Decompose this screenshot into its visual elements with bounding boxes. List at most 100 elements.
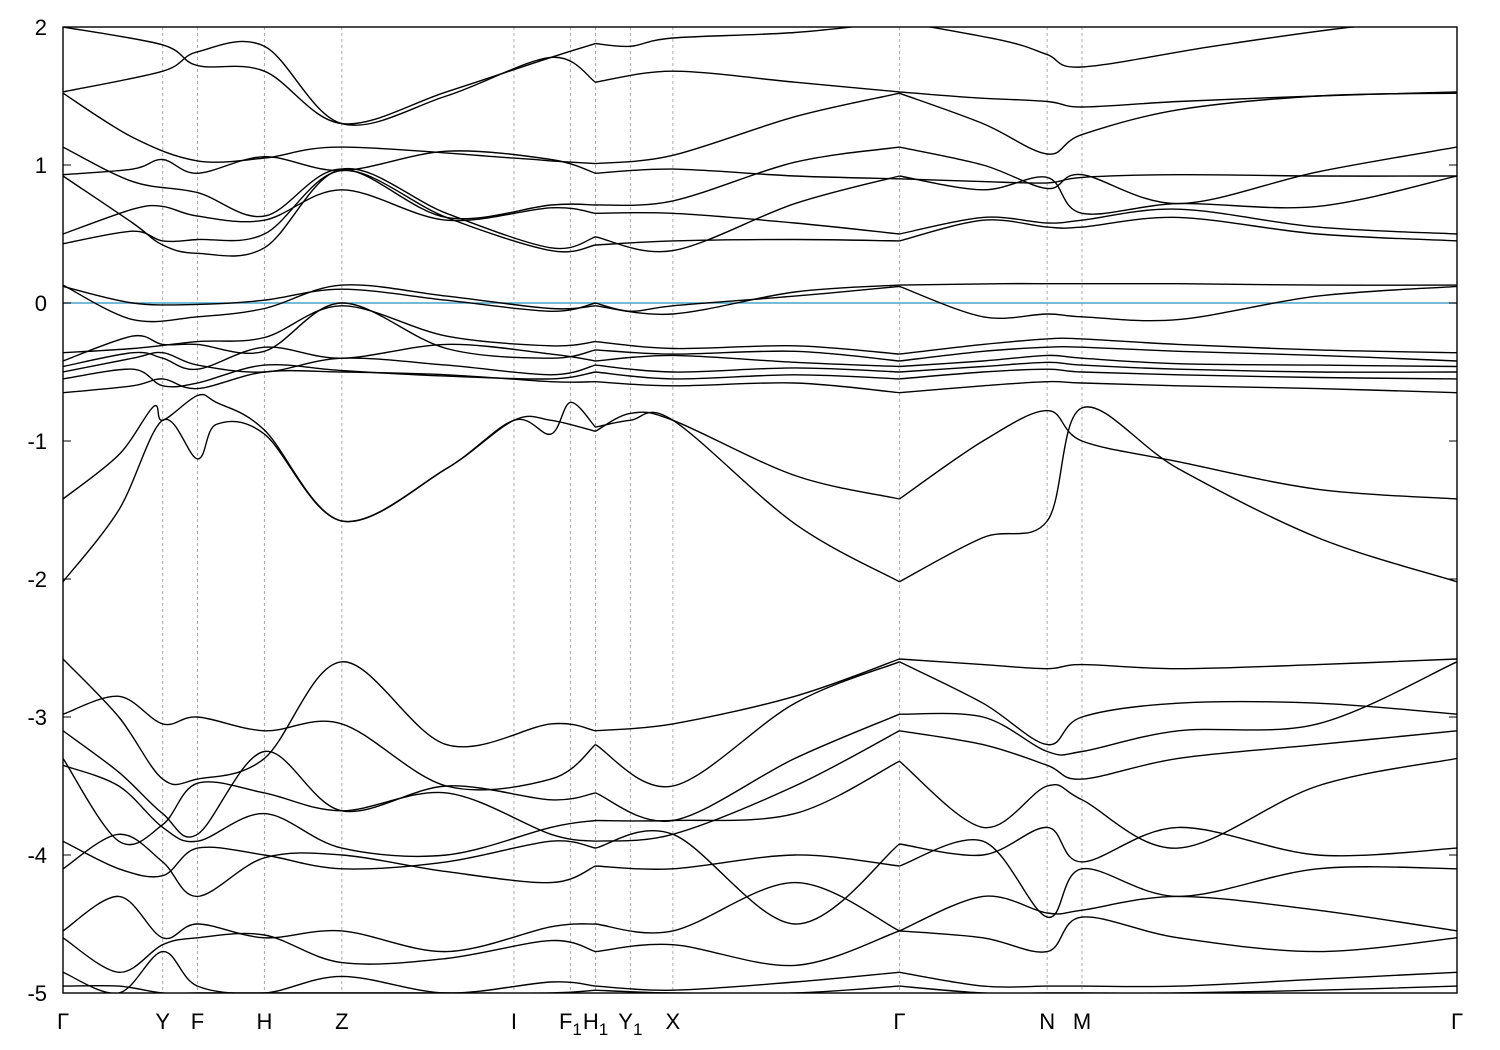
band-line-19 <box>595 658 900 732</box>
band-line-8 <box>899 175 1457 215</box>
y-tick-label: -4 <box>27 843 47 868</box>
x-tick-label: X <box>666 1009 681 1034</box>
band-line-25 <box>63 833 596 898</box>
y-tick-label: 1 <box>35 153 47 178</box>
y-axis-ticks: -5 -4 -3 -2 -1 0 1 2 <box>27 15 1457 1006</box>
band-line-12 <box>63 302 596 362</box>
band-line-9 <box>595 284 900 316</box>
y-tick-label: -3 <box>27 705 47 730</box>
band-line-20 <box>595 661 900 788</box>
band-line-1 <box>595 70 900 93</box>
band-line-26 <box>63 895 596 953</box>
x-tick-label: Y1 <box>618 1009 642 1039</box>
band-line-27 <box>63 932 596 974</box>
band-line-16 <box>899 380 1457 394</box>
band-line-12 <box>899 345 1457 362</box>
band-line-18 <box>595 411 900 583</box>
x-tick-label: F <box>191 1009 204 1034</box>
band-line-3 <box>899 92 1457 155</box>
band-line-10 <box>63 285 596 313</box>
band-line-4 <box>595 146 900 207</box>
band-line-15 <box>63 363 596 388</box>
band-line-3 <box>63 92 596 165</box>
band-line-25 <box>899 839 1457 918</box>
band-line-28 <box>63 950 596 993</box>
band-line-5 <box>899 173 1457 184</box>
band-line-6 <box>899 208 1457 235</box>
x-tick-label: Γ <box>1451 1009 1463 1034</box>
y-tick-label: -1 <box>27 429 47 454</box>
band-line-7 <box>595 238 900 246</box>
band-line-27 <box>595 930 900 967</box>
band-line-17 <box>898 409 1457 500</box>
x-tick-label: H <box>256 1009 272 1034</box>
band-line-9 <box>899 282 1457 286</box>
band-line-22 <box>63 758 596 846</box>
band-line-15 <box>899 368 1457 380</box>
band-line-16 <box>63 369 596 394</box>
band-line-23 <box>595 760 900 822</box>
band-line-2 <box>926 27 1360 68</box>
band-line-6 <box>63 189 596 235</box>
band-line-15 <box>595 371 900 380</box>
band-line-14 <box>595 364 900 373</box>
band-line-22 <box>595 730 900 842</box>
band-line-23 <box>898 757 1457 849</box>
y-tick-label: -5 <box>27 981 47 1006</box>
x-tick-label: H1 <box>583 1009 608 1039</box>
band-line-1 <box>63 40 596 126</box>
band-line-21 <box>595 713 900 822</box>
band-line-11 <box>595 340 900 355</box>
band-line-6 <box>595 211 900 235</box>
band-line-4 <box>899 146 1457 205</box>
band-line-16 <box>595 381 900 394</box>
y-tick-label: -2 <box>27 567 47 592</box>
band-line-10 <box>595 285 900 313</box>
band-line-5 <box>595 168 900 180</box>
band-line-24 <box>899 826 1457 863</box>
band-line-22 <box>899 730 1457 780</box>
band-line-11 <box>63 305 596 354</box>
x-axis-ticks: Γ Y F H Z I F1 H1 Y1 X Γ N M Γ <box>57 1009 1463 1039</box>
band-line-13 <box>63 343 596 371</box>
band-line-7 <box>899 216 1457 242</box>
band-line-24 <box>595 829 900 925</box>
band-line-12 <box>595 349 900 362</box>
band-line-8 <box>63 167 596 257</box>
band-line-21 <box>899 661 1457 756</box>
band-line-11 <box>899 337 1457 355</box>
band-line-26 <box>899 895 1457 932</box>
band-line-29 <box>899 985 1457 993</box>
vertical-grid-lines <box>162 27 1083 993</box>
band-line-21 <box>63 730 596 838</box>
band-line-5 <box>63 150 596 176</box>
band-line-10 <box>899 285 1457 322</box>
band-line-28 <box>595 971 900 991</box>
band-line-24 <box>63 840 596 878</box>
band-line-25 <box>595 854 900 870</box>
band-line-18 <box>899 406 1457 583</box>
band-line-18 <box>63 401 597 583</box>
band-line-17 <box>595 411 900 500</box>
band-line-2 <box>595 27 858 48</box>
band-line-29 <box>595 985 900 993</box>
band-line-20 <box>899 661 1457 746</box>
band-line-29 <box>63 984 596 993</box>
band-line-23 <box>63 764 596 858</box>
band-line-17 <box>63 393 596 523</box>
y-tick-label: 0 <box>35 291 47 316</box>
band-line-3 <box>595 92 900 165</box>
band-line-19 <box>899 658 1457 670</box>
band-line-14 <box>899 361 1457 373</box>
plot-frame <box>62 26 1458 994</box>
band-line-27 <box>899 916 1457 953</box>
x-tick-label: Γ <box>893 1009 905 1034</box>
x-tick-label: Z <box>335 1009 348 1034</box>
x-tick-label: F1 <box>559 1009 582 1039</box>
band-line-26 <box>595 881 900 934</box>
x-tick-label: Y <box>155 1009 170 1034</box>
x-tick-label: Γ <box>57 1009 69 1034</box>
band-line-13 <box>595 354 900 368</box>
band-line-19 <box>63 658 596 786</box>
